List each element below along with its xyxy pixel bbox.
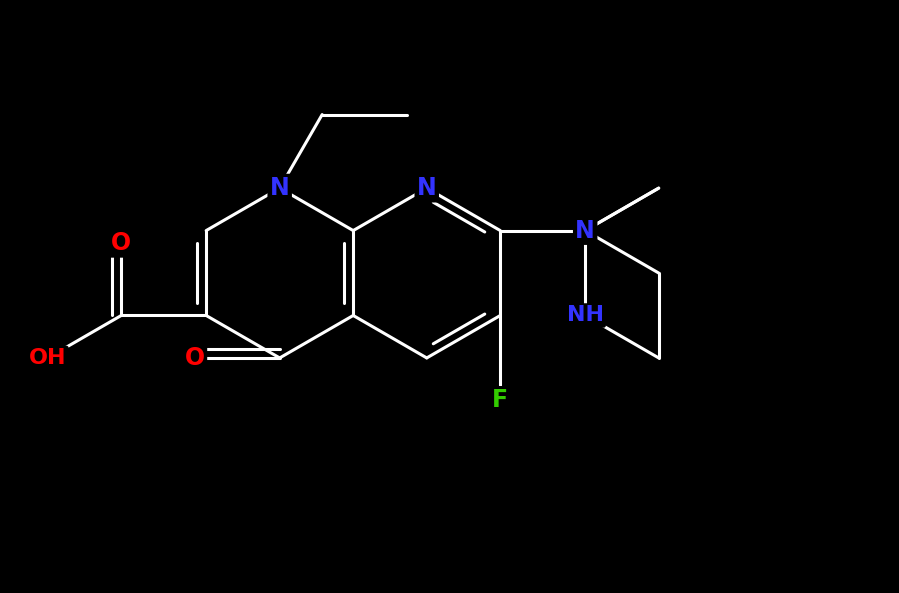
Text: N: N [270, 176, 289, 200]
Text: F: F [493, 388, 508, 412]
Text: N: N [575, 219, 595, 243]
Text: NH: NH [566, 305, 604, 326]
Text: O: O [111, 231, 131, 256]
Text: OH: OH [29, 348, 67, 368]
Text: O: O [184, 346, 205, 370]
Text: N: N [417, 176, 437, 200]
